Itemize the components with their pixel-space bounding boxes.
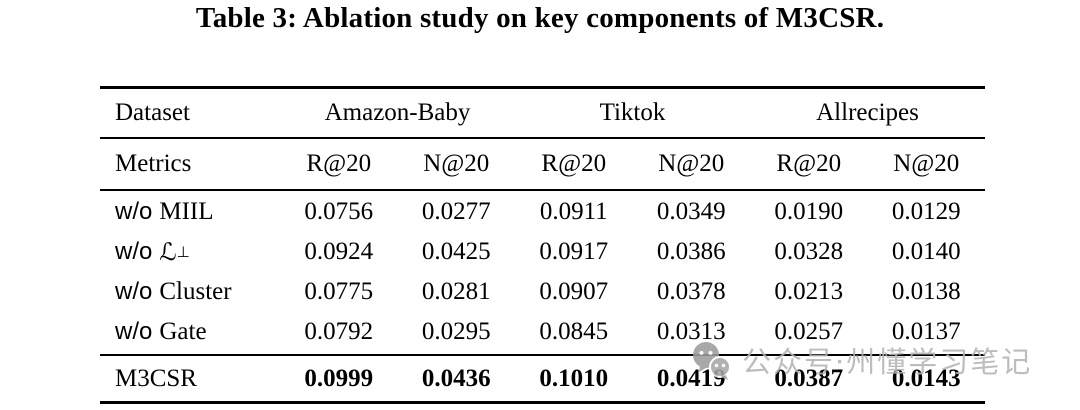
table-row-wo-gate: w/o Gate 0.0792 0.0295 0.0845 0.0313 0.0… xyxy=(100,312,985,352)
wo-prefix: w/o xyxy=(115,198,153,225)
row-label: M3CSR xyxy=(115,364,197,392)
table-row-group-header: Dataset Amazon-Baby Tiktok Allrecipes xyxy=(100,89,985,139)
row-label-text: Cluster xyxy=(159,278,232,305)
group-header-amazon-baby: Amazon-Baby xyxy=(324,99,471,126)
table-cell: 0.0907 xyxy=(539,278,609,305)
row-label-text: Gate xyxy=(159,318,207,345)
table-cell: 0.1010 xyxy=(539,364,609,392)
table-caption: Table 3: Ablation study on key component… xyxy=(195,2,885,34)
header-dataset: Dataset xyxy=(115,99,190,126)
group-header-allrecipes: Allrecipes xyxy=(816,99,919,126)
table-cell: 0.0792 xyxy=(304,318,374,345)
table-cell: 0.0349 xyxy=(656,198,726,225)
table-cell: 0.0425 xyxy=(421,238,491,265)
table-cell: 0.0419 xyxy=(656,364,726,392)
metric-header: N@20 xyxy=(658,150,725,177)
table-cell: 0.0138 xyxy=(891,278,961,305)
table-row-metrics-header: Metrics R@20 N@20 R@20 N@20 R@20 N@20 xyxy=(100,139,985,191)
table-cell: 0.0999 xyxy=(304,364,374,392)
table-row-wo-cluster: w/o Cluster 0.0775 0.0281 0.0907 0.0378 … xyxy=(100,272,985,312)
table-cell: 0.0387 xyxy=(774,364,844,392)
table-cell: 0.0924 xyxy=(304,238,374,265)
table-cell: 0.0257 xyxy=(774,318,844,345)
table-cell: 0.0129 xyxy=(891,198,961,225)
table-cell: 0.0277 xyxy=(421,198,491,225)
table-row-m3csr: M3CSR 0.0999 0.0436 0.1010 0.0419 0.0387… xyxy=(100,356,985,401)
table-cell: 0.0436 xyxy=(421,364,491,392)
table-cell: 0.0137 xyxy=(891,318,961,345)
table-row-wo-loss-perp: w/o ℒ ⊥ 0.0924 0.0425 0.0917 0.0386 0.03… xyxy=(100,232,985,272)
wo-prefix: w/o xyxy=(115,318,153,345)
table-cell: 0.0386 xyxy=(656,238,726,265)
row-label: w/o MIIL xyxy=(100,192,280,232)
metric-header: N@20 xyxy=(423,150,490,177)
table-cell: 0.0140 xyxy=(891,238,961,265)
row-label: w/o ℒ ⊥ xyxy=(100,232,280,272)
group-header-tiktok: Tiktok xyxy=(599,99,666,126)
row-label-text: MIIL xyxy=(159,198,214,225)
table-cell: 0.0328 xyxy=(774,238,844,265)
table-row-wo-miil: w/o MIIL 0.0756 0.0277 0.0911 0.0349 0.0… xyxy=(100,192,985,232)
table-cell: 0.0756 xyxy=(304,198,374,225)
metric-header: N@20 xyxy=(893,150,960,177)
loss-symbol: ℒ xyxy=(159,238,177,266)
table-cell: 0.0190 xyxy=(774,198,844,225)
table-cell: 0.0295 xyxy=(421,318,491,345)
table-cell: 0.0281 xyxy=(421,278,491,305)
metric-header: R@20 xyxy=(306,150,372,177)
table-cell: 0.0378 xyxy=(656,278,726,305)
table-cell: 0.0213 xyxy=(774,278,844,305)
wo-prefix: w/o xyxy=(115,238,153,265)
header-metrics: Metrics xyxy=(115,150,192,177)
row-label: w/o Gate xyxy=(100,312,280,352)
wo-prefix: w/o xyxy=(115,278,153,305)
table-body: w/o MIIL 0.0756 0.0277 0.0911 0.0349 0.0… xyxy=(100,191,985,356)
perp-subscript: ⊥ xyxy=(176,243,190,261)
metric-header: R@20 xyxy=(541,150,607,177)
table-cell: 0.0845 xyxy=(539,318,609,345)
ablation-table: Dataset Amazon-Baby Tiktok Allrecipes Me… xyxy=(100,86,985,404)
row-label: w/o Cluster xyxy=(100,272,280,312)
table-cell: 0.0313 xyxy=(656,318,726,345)
table-cell: 0.0911 xyxy=(539,198,608,225)
table-cell: 0.0775 xyxy=(304,278,374,305)
metric-header: R@20 xyxy=(776,150,842,177)
table-cell: 0.0917 xyxy=(539,238,609,265)
table-cell: 0.0143 xyxy=(891,364,961,392)
